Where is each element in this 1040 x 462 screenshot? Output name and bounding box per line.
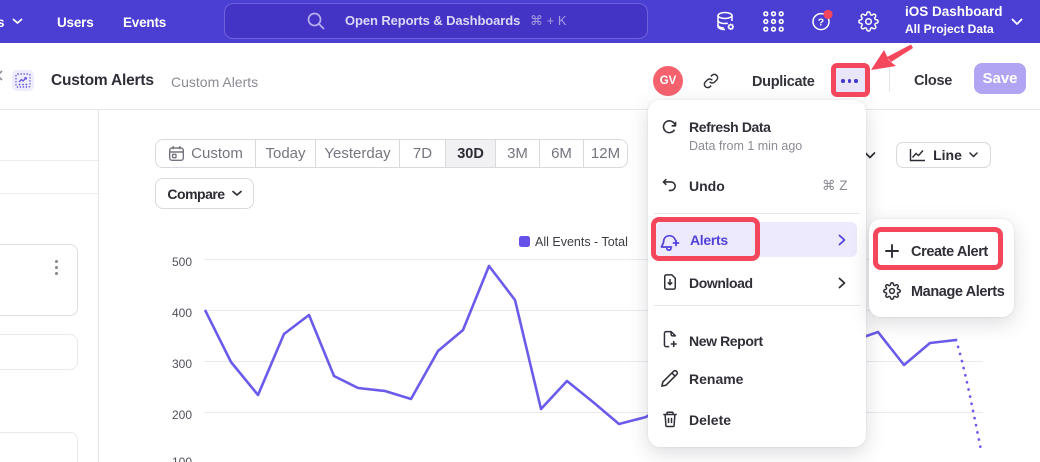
svg-text:?: ? xyxy=(818,17,824,29)
